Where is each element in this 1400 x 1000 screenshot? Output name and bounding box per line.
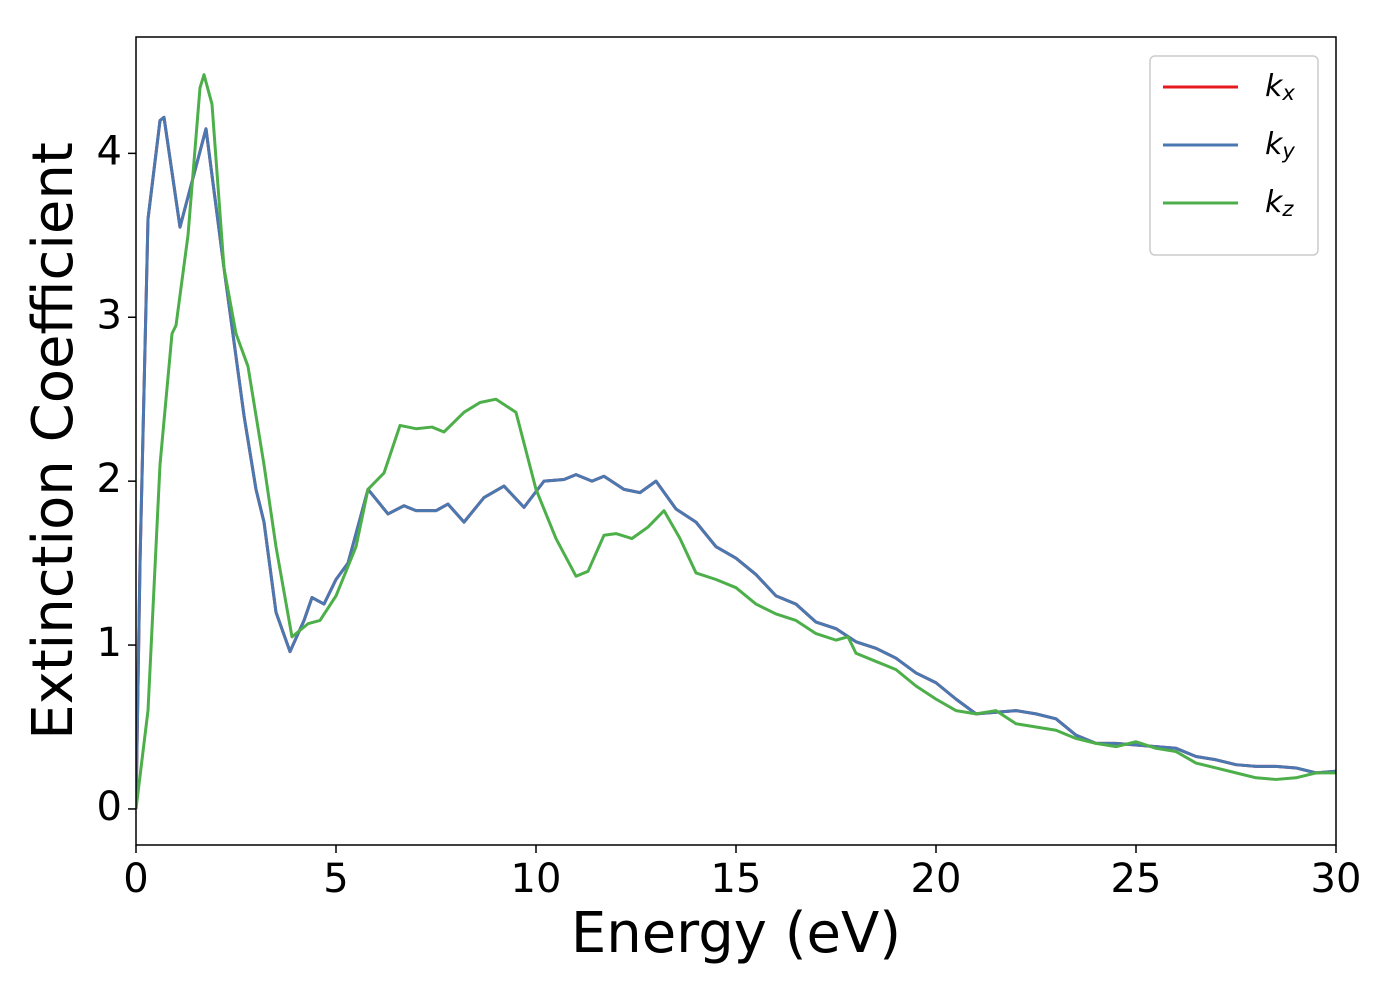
- y-tick-label: 4: [97, 128, 122, 174]
- legend-box: [1149, 55, 1319, 256]
- x-tick-label: 15: [711, 856, 762, 902]
- data-line: [136, 115, 1336, 809]
- x-tick-label: 25: [1111, 856, 1162, 902]
- y-tick-label: 2: [97, 456, 122, 502]
- legend-label: kz: [1265, 185, 1294, 222]
- x-tick-label: 0: [123, 856, 148, 902]
- y-axis-label: Extinction Coefficient: [21, 142, 86, 740]
- y-tick-label: 0: [97, 784, 122, 830]
- x-tick-label: 10: [511, 856, 562, 902]
- legend-label: ky: [1265, 127, 1295, 164]
- x-axis-label: Energy (eV): [571, 901, 901, 966]
- y-tick-label: 3: [97, 292, 122, 338]
- x-tick-label: 30: [1311, 856, 1362, 902]
- plot-frame: [135, 36, 1337, 846]
- y-tick-label: 1: [97, 620, 122, 666]
- legend-label: kx: [1265, 69, 1295, 106]
- data-line: [136, 73, 1336, 810]
- x-tick-label: 20: [911, 856, 962, 902]
- x-tick-label: 5: [323, 856, 348, 902]
